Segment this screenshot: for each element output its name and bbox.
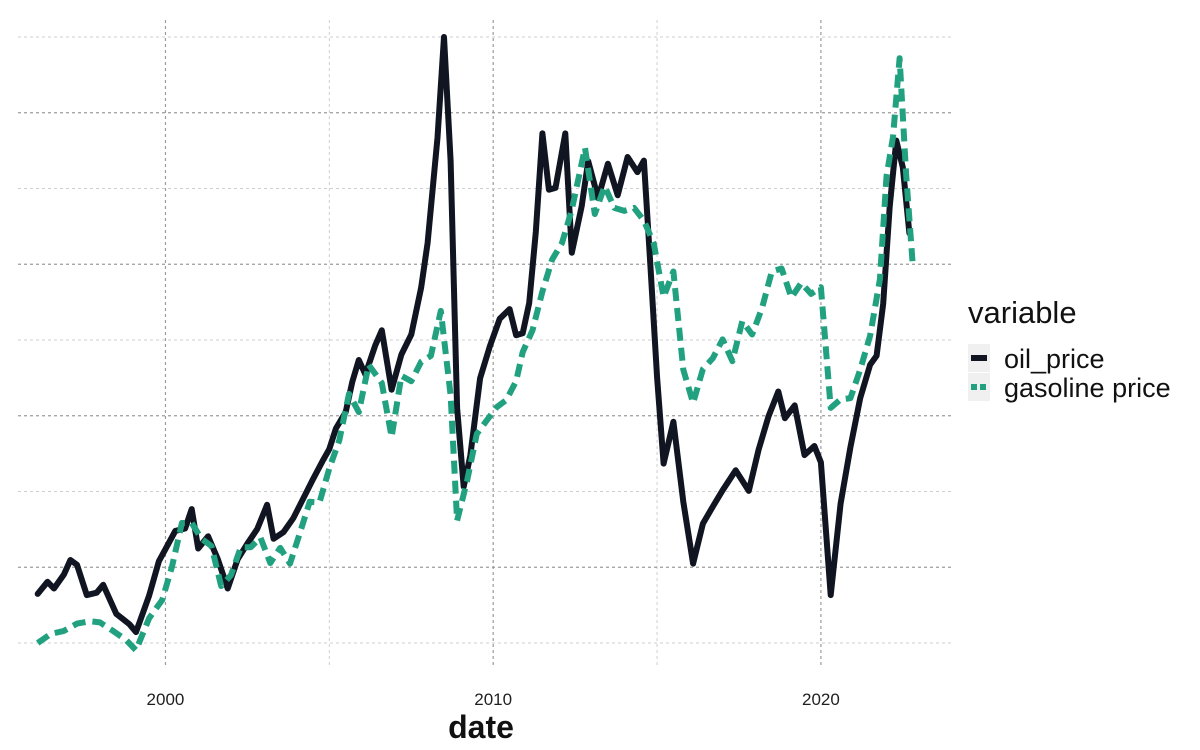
tick-layer: 2000 2010 2020 bbox=[147, 690, 840, 709]
series-line-oil-price bbox=[34, 34, 913, 636]
legend-key-background bbox=[968, 373, 990, 401]
legend-item: oil_price bbox=[968, 344, 1105, 374]
legend-label: oil_price bbox=[1004, 344, 1105, 374]
x-tick-label: 2020 bbox=[802, 690, 840, 709]
series-layer bbox=[34, 34, 916, 654]
legend-label: gasoline price bbox=[1004, 373, 1171, 403]
x-tick-label: 2010 bbox=[474, 690, 512, 709]
legend-title: variable bbox=[968, 295, 1077, 330]
series-line-gasoline-price bbox=[35, 55, 916, 654]
legend-item: gasoline price bbox=[968, 373, 1171, 403]
x-axis-title: date bbox=[448, 709, 514, 745]
x-tick-label: 2000 bbox=[147, 690, 185, 709]
